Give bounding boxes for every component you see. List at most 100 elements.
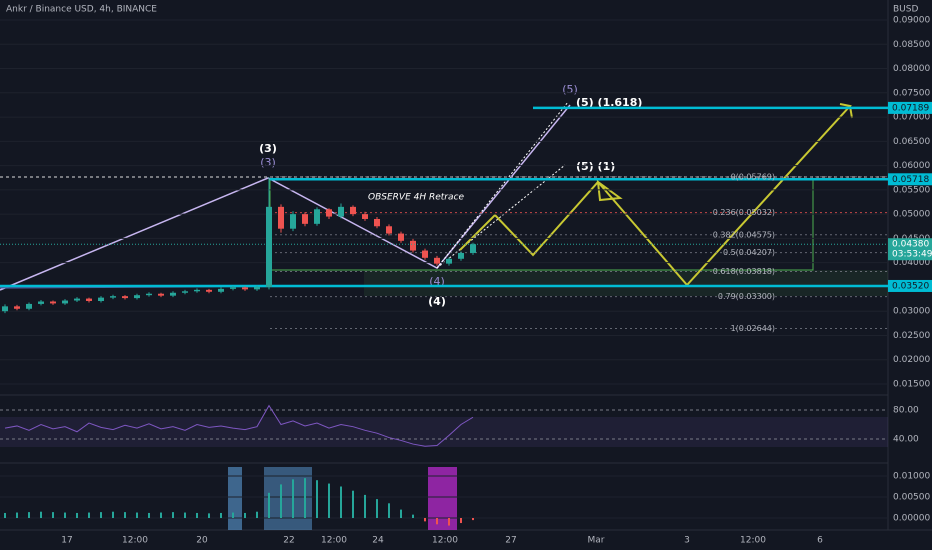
x-tick-label: 24 — [372, 536, 384, 546]
histogram-bar — [16, 512, 18, 518]
fib-label: 1(0.02644) — [731, 324, 775, 333]
histogram-bar — [148, 512, 150, 518]
price-tag — [888, 238, 932, 261]
histogram-bar — [208, 513, 210, 518]
price-tag-label: 0.03520 — [892, 281, 929, 291]
candle-body — [374, 218, 380, 227]
histogram-bar — [52, 512, 54, 518]
fib-label: 0.382(0.04575) — [713, 230, 775, 239]
candle-body — [230, 287, 236, 289]
fib-label: 0.5(0.04207) — [723, 248, 775, 257]
candle-body — [146, 293, 152, 296]
candle-body — [50, 301, 56, 304]
histogram-bar — [268, 492, 270, 518]
histogram-bar — [220, 512, 222, 518]
price-tag-label: 0.04380 — [892, 240, 929, 250]
x-tick-label: 17 — [61, 536, 72, 546]
y-tick-label: 0.09000 — [893, 16, 930, 26]
annotation: (4) — [428, 295, 446, 308]
candle-body — [362, 214, 368, 219]
x-tick-label: 6 — [817, 536, 823, 546]
histogram-bar — [400, 509, 402, 518]
histogram-bar — [304, 478, 306, 518]
histogram-bar — [172, 512, 174, 518]
annotation: (5) (1.618) — [576, 96, 642, 109]
highlight — [228, 467, 242, 530]
y-tick-label: 0.06500 — [893, 137, 930, 147]
candle-body — [218, 288, 224, 292]
candle-body — [350, 206, 356, 215]
annotation: (5) — [562, 83, 578, 96]
histogram-bar — [160, 512, 162, 518]
chart-title: Ankr / Binance USD, 4h, BINANCE — [6, 5, 157, 15]
y-tick-label: 0.07500 — [893, 88, 930, 98]
countdown: 03:53:49 — [892, 250, 932, 260]
x-tick-label: 12:00 — [432, 536, 458, 546]
candle-body — [254, 286, 260, 290]
histogram-bar — [292, 479, 294, 518]
candle-body — [206, 289, 212, 292]
candle-body — [386, 226, 392, 234]
histogram-bar — [244, 512, 246, 518]
y-tick-label: 0.05500 — [893, 185, 930, 195]
histogram-bar — [184, 512, 186, 518]
fib-zone — [364, 270, 888, 296]
fib-label: 0.236(0.05032) — [713, 208, 775, 217]
x-tick-label: 12:00 — [740, 536, 766, 546]
price-tag — [888, 101, 932, 114]
y-tick-label: 0.01000 — [893, 472, 930, 482]
annotation: OBSERVE 4H Retrace — [368, 193, 464, 203]
y-tick-label: 0.00500 — [893, 493, 930, 503]
candle-body — [182, 291, 188, 293]
x-tick-label: 27 — [505, 536, 516, 546]
candle-body — [110, 296, 116, 298]
x-tick-label: 12:00 — [321, 536, 347, 546]
candle-body — [398, 233, 404, 241]
histogram-bar — [472, 518, 474, 521]
price-tag — [888, 279, 932, 292]
histogram-bar — [124, 512, 126, 518]
histogram-bar — [328, 483, 330, 518]
price-tag-label: 0.05718 — [892, 175, 929, 185]
histogram-bar — [100, 512, 102, 518]
candle-body — [242, 287, 248, 290]
histogram-bar — [136, 512, 138, 518]
y-tick-label: 0.05000 — [893, 210, 930, 220]
histogram-bar — [448, 518, 450, 526]
candle-body — [170, 292, 176, 296]
candle-body — [194, 289, 200, 292]
projection — [436, 101, 569, 269]
y-tick-label: 0.03000 — [893, 307, 930, 317]
y-tick-label: 0.04000 — [893, 258, 930, 268]
candle-body — [314, 209, 320, 224]
candle-body — [26, 303, 32, 309]
y-tick-label: 0.08500 — [893, 40, 930, 50]
histogram-bar — [376, 499, 378, 518]
histogram-bar — [196, 512, 198, 518]
y-tick-label: 0.07000 — [893, 113, 930, 123]
x-tick-label: 12:00 — [122, 536, 148, 546]
annotation: (5) (1) — [576, 160, 615, 173]
histogram-bar — [280, 484, 282, 518]
histogram-bar — [256, 511, 258, 518]
histogram-bar — [28, 512, 30, 518]
candle-body — [266, 206, 272, 287]
wave-line — [0, 104, 571, 291]
y-tick-label: 40.00 — [893, 435, 919, 445]
forecast-path — [459, 103, 853, 287]
histogram-bar — [112, 511, 114, 518]
candle-body — [458, 252, 464, 259]
rsi-line — [4, 404, 474, 447]
fib-label: 0(0.05769) — [731, 172, 775, 181]
candle-body — [158, 293, 164, 296]
histogram-bar — [40, 511, 42, 518]
candle-body — [302, 214, 308, 224]
candle-body — [38, 301, 44, 304]
x-tick-label: Mar — [588, 536, 605, 546]
candle-body — [134, 295, 140, 299]
drawings — [0, 101, 888, 530]
candle-body — [14, 306, 20, 309]
candle-body — [122, 296, 128, 299]
